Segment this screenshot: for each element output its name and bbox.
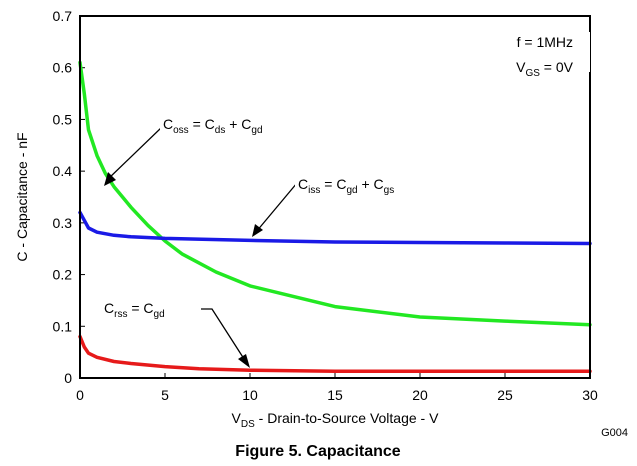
ciss-s1: iss xyxy=(308,185,320,196)
x-axis-label-rest: - Drain-to-Source Voltage - V xyxy=(255,410,439,426)
annotation-crss: Crss = Cgd xyxy=(101,296,250,368)
annotation-ciss-background xyxy=(295,172,445,197)
series-line-coss xyxy=(78,60,592,327)
y-tick-label: 0.4 xyxy=(53,163,73,179)
annotation-coss: Coss = Cds + Cgd xyxy=(104,112,298,186)
annotation-ciss-label: Ciss = Cgd + Cgs xyxy=(298,176,394,196)
condition-vgs-rest: = 0V xyxy=(540,59,574,75)
crss-s1: rss xyxy=(114,309,127,320)
x-tick-label: 5 xyxy=(161,387,169,403)
condition-box: f = 1MHz VGS = 0V xyxy=(468,32,590,79)
y-axis-label: C - Capacitance - nF xyxy=(14,132,30,261)
coss-s3: gd xyxy=(251,125,262,136)
x-tick-label: 15 xyxy=(327,387,343,403)
crss-c1: C xyxy=(104,300,114,316)
annotation-crss-arrowhead xyxy=(238,354,250,368)
x-tick-label: 0 xyxy=(76,387,84,403)
annotation-coss-leader xyxy=(106,126,163,181)
crss-s2: gd xyxy=(154,309,165,320)
series-line-ciss xyxy=(78,210,592,246)
x-tick-label: 20 xyxy=(412,387,428,403)
coss-s2: ds xyxy=(215,125,226,136)
ciss-s2: gd xyxy=(346,185,357,196)
y-tick-label: 0.3 xyxy=(53,215,73,231)
condition-vgs: VGS = 0V xyxy=(516,59,574,79)
ciss-s3: gs xyxy=(384,185,395,196)
annotation-ciss-arrowhead xyxy=(252,224,263,237)
annotation-ciss: Ciss = Cgd + Cgs xyxy=(252,172,445,237)
condition-frequency-text: f = 1MHz xyxy=(517,34,573,50)
y-tick-label: 0.2 xyxy=(53,267,73,283)
annotation-coss-label: Coss = Cds + Cgd xyxy=(163,116,263,136)
crss-c2: = C xyxy=(127,300,153,316)
figure-code: G004 xyxy=(601,427,628,439)
data-series xyxy=(78,60,592,374)
coss-c2: = C xyxy=(189,116,215,132)
series-annotations: Coss = Cds + Cgd Ciss = Cgd + Cgs Crss =… xyxy=(101,112,445,368)
condition-vgs-main: V xyxy=(516,59,526,75)
ciss-c1: C xyxy=(298,176,308,192)
coss-c1: C xyxy=(163,116,173,132)
series-line-crss xyxy=(78,334,592,374)
plot-frame xyxy=(79,15,591,379)
ciss-c3: + C xyxy=(358,176,384,192)
annotation-crss-label: Crss = Cgd xyxy=(104,300,165,320)
annotation-coss-arrowhead xyxy=(104,172,116,186)
y-tick-label: 0 xyxy=(64,370,72,386)
ciss-c2: = C xyxy=(320,176,346,192)
condition-box-background xyxy=(468,32,590,72)
x-axis-label-main: V xyxy=(232,410,242,426)
condition-vgs-sub: GS xyxy=(525,68,540,79)
figure-caption: Figure 5. Capacitance xyxy=(235,443,400,460)
x-axis-label-sub: DS xyxy=(241,419,255,430)
y-tick-label: 0.1 xyxy=(53,318,73,334)
x-tick-label: 25 xyxy=(497,387,513,403)
x-tick-label: 30 xyxy=(582,387,598,403)
x-tick-label: 10 xyxy=(242,387,258,403)
coss-c3: + C xyxy=(225,116,251,132)
y-tick-label: 0.6 xyxy=(53,60,73,76)
annotation-crss-background xyxy=(101,296,201,321)
y-tick-label: 0.5 xyxy=(53,111,73,127)
y-tick-label: 0.7 xyxy=(53,8,73,24)
annotation-coss-background xyxy=(160,112,298,137)
annotation-crss-leader xyxy=(200,308,247,363)
x-axis-label: VDS - Drain-to-Source Voltage - V xyxy=(232,410,440,430)
y-axis-ticks: 0 0.1 0.2 0.3 0.4 0.5 0.6 0.7 xyxy=(53,8,85,386)
condition-frequency: f = 1MHz xyxy=(517,34,573,50)
annotation-ciss-leader xyxy=(255,182,298,233)
coss-s1: oss xyxy=(173,125,189,136)
